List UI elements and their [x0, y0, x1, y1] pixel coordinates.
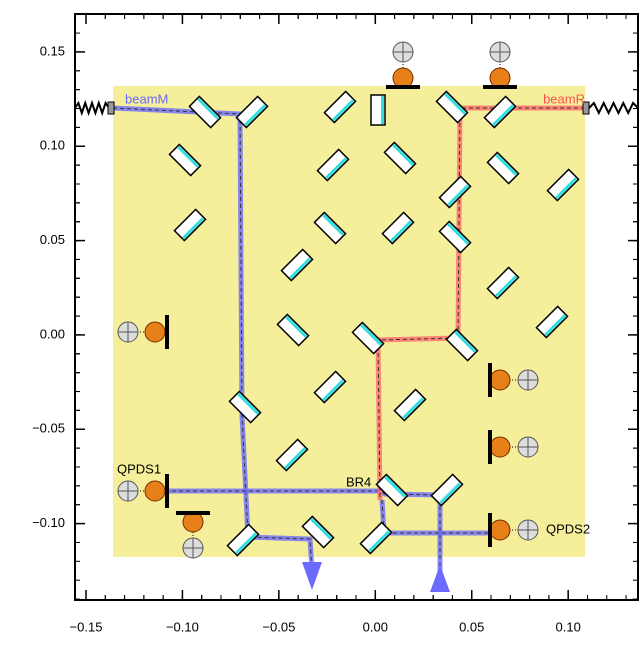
annotation: QPDS1	[117, 461, 161, 476]
x-tick-label: 0.10	[556, 619, 581, 634]
photodiode	[490, 370, 510, 390]
chart: beamM beamR QPDS1 QPDS2 BR4 −0.15 −0.10 −0.05 0.…	[0, 0, 644, 641]
mirror-coating	[381, 96, 384, 124]
y-tick-label: 0.15	[40, 43, 65, 58]
connector	[108, 102, 114, 114]
y-tick-label: 0.10	[40, 138, 65, 153]
photodiode	[145, 322, 165, 342]
output-arrow	[302, 562, 322, 590]
y-tick-label: −0.05	[32, 421, 65, 436]
mirror	[371, 95, 385, 125]
annotation: beamM	[125, 91, 168, 106]
x-tick-label: 0.00	[363, 619, 388, 634]
input-arrow	[430, 565, 450, 592]
x-tick-label: −0.05	[262, 619, 295, 634]
annotation: beamR	[543, 91, 585, 106]
x-tick-label: −0.15	[70, 619, 103, 634]
x-tick-label: −0.10	[166, 619, 199, 634]
y-tick-label: −0.10	[32, 515, 65, 530]
photodiode	[145, 481, 165, 501]
spring	[75, 103, 109, 113]
photodiode	[490, 437, 510, 457]
y-tick-label: 0.00	[40, 326, 65, 341]
photodiode	[490, 520, 510, 540]
annotation: BR4	[346, 474, 371, 489]
x-tick-label: 0.05	[459, 619, 484, 634]
spring	[589, 103, 638, 113]
y-tick-label: 0.05	[40, 232, 65, 247]
annotation: QPDS2	[546, 521, 590, 536]
